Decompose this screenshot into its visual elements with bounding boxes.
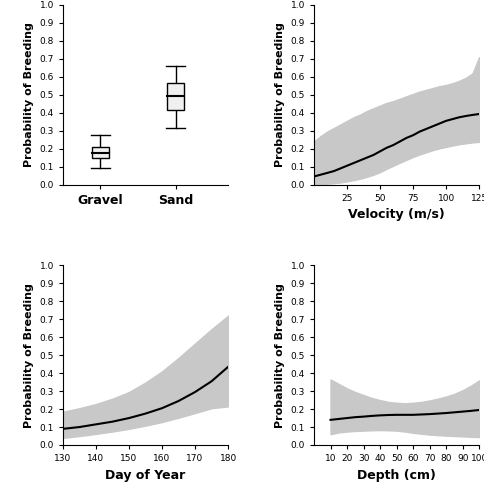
X-axis label: Day of Year: Day of Year [106,468,186,481]
Bar [167,83,184,110]
Y-axis label: Probability of Breeding: Probability of Breeding [24,22,34,167]
X-axis label: Depth (cm): Depth (cm) [357,468,436,481]
X-axis label: Velocity (m/s): Velocity (m/s) [348,208,445,221]
Y-axis label: Probability of Breeding: Probability of Breeding [24,283,34,428]
Y-axis label: Probability of Breeding: Probability of Breeding [275,22,285,167]
Y-axis label: Probability of Breeding: Probability of Breeding [275,283,285,428]
Bar [92,147,109,158]
